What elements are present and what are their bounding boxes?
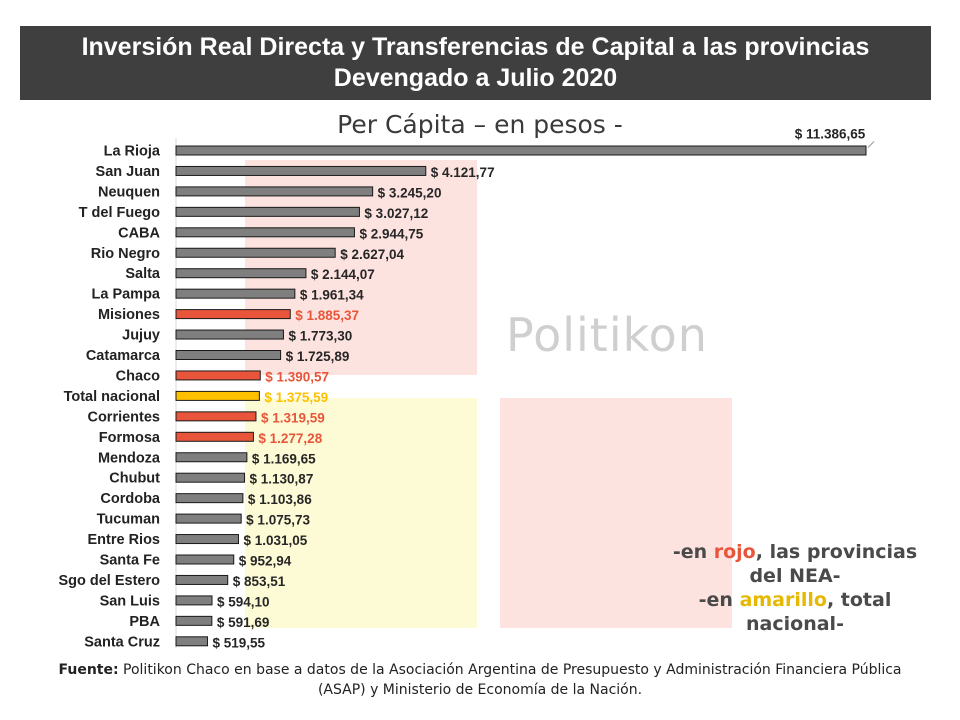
value-label: $ 2.144,07: [311, 267, 375, 282]
watermark-block-yellow: [245, 398, 477, 628]
category-label: CABA: [118, 225, 160, 241]
category-label: Catamarca: [86, 348, 161, 364]
legend-text: , las provincias: [755, 541, 918, 563]
bar: [175, 186, 374, 197]
bar: [175, 350, 282, 360]
leader-line: [867, 141, 875, 148]
value-label: $ 1.319,59: [261, 410, 325, 425]
legend-line-4: nacional-: [746, 613, 844, 635]
bar: [175, 227, 355, 238]
value-label: $ 1.390,57: [265, 369, 329, 384]
value-label: $ 4.121,77: [431, 165, 495, 180]
value-label: $ 853,51: [233, 574, 286, 589]
category-label: Cordoba: [100, 491, 161, 507]
category-label: T del Fuego: [79, 205, 161, 221]
bar: [175, 247, 336, 258]
value-label: $ 519,55: [212, 635, 265, 650]
category-label: Formosa: [99, 430, 161, 446]
source-note: Fuente: Politikon Chaco en base a datos …: [40, 660, 920, 700]
legend-text: -en: [672, 541, 714, 563]
value-label: $ 1.031,05: [243, 533, 307, 548]
value-label: $ 591,69: [217, 615, 270, 630]
category-label: Chubut: [109, 471, 160, 487]
category-label: PBA: [129, 614, 160, 630]
legend-line-1: -en rojo, las provincias: [650, 540, 940, 564]
category-label: Corrientes: [87, 409, 160, 425]
watermark-text: Politikon: [506, 308, 708, 362]
chart-title-banner: Inversión Real Directa y Transferencias …: [20, 26, 931, 100]
category-label: Santa Fe: [100, 553, 160, 569]
bar: [175, 452, 248, 463]
chart-title-line2: Devengado a Julio 2020: [333, 64, 618, 92]
source-label: Fuente:: [58, 662, 119, 678]
category-label: Jujuy: [122, 328, 160, 344]
legend-line-3: -en amarillo, total: [650, 588, 940, 612]
bar: [175, 574, 229, 585]
chart-title-line1: Inversión Real Directa y Transferencias …: [81, 33, 870, 61]
value-label: $ 11.386,65: [795, 127, 866, 142]
value-label: $ 952,94: [239, 554, 292, 569]
value-label: $ 1.169,65: [252, 451, 316, 466]
category-label: Rio Negro: [91, 246, 160, 262]
category-label: San Juan: [96, 164, 160, 180]
category-label: San Luis: [100, 593, 160, 609]
category-label: Total nacional: [64, 389, 160, 405]
bar: [175, 165, 427, 176]
bar: [175, 390, 260, 401]
value-label: $ 2.944,75: [359, 226, 423, 241]
bar: [175, 493, 244, 504]
value-label: $ 3.027,12: [364, 206, 428, 221]
color-legend: -en rojo, las provincias del NEA- -en am…: [650, 540, 940, 636]
bar: [175, 431, 254, 442]
bar: [175, 329, 284, 340]
category-label: Mendoza: [98, 450, 161, 466]
value-label: $ 1.375,59: [264, 390, 328, 405]
value-label: $ 1.961,34: [300, 288, 364, 303]
category-label: Salta: [125, 266, 161, 282]
bar: [175, 145, 867, 156]
bar: [175, 636, 208, 647]
category-label: Misiones: [98, 307, 160, 323]
bar: [175, 615, 213, 626]
category-label: Tucuman: [97, 512, 160, 528]
value-label: $ 2.627,04: [340, 247, 404, 262]
bar: [175, 534, 239, 545]
bar: [175, 370, 261, 381]
bar: [175, 472, 246, 483]
category-label: Chaco: [116, 368, 160, 384]
value-label: $ 1.773,30: [288, 329, 352, 344]
category-label: Santa Cruz: [84, 634, 160, 650]
category-label: La Pampa: [92, 287, 161, 303]
value-label: $ 3.245,20: [378, 185, 442, 200]
bar: [175, 268, 307, 279]
legend-text: -en: [698, 589, 740, 611]
category-label: Entre Rios: [87, 532, 160, 548]
legend-text: , total: [826, 589, 892, 611]
legend-red-word: rojo: [713, 541, 756, 563]
watermark-block-red-bottom: [500, 398, 732, 628]
bar: [175, 206, 360, 217]
source-text: Politikon Chaco en base a datos de la As…: [118, 662, 902, 698]
category-label: Sgo del Estero: [58, 573, 160, 589]
bar: [175, 595, 213, 606]
legend-yellow-word: amarillo: [739, 589, 827, 611]
bar: [175, 554, 235, 565]
legend-line-2: del NEA-: [749, 565, 841, 587]
value-label: $ 1.130,87: [250, 472, 314, 487]
bar: [175, 288, 296, 299]
bar: [175, 309, 291, 320]
value-label: $ 1.725,89: [286, 349, 350, 364]
category-label: Neuquen: [98, 184, 160, 200]
value-label: $ 1.277,28: [258, 431, 322, 446]
category-label: La Rioja: [104, 144, 161, 160]
bar: [175, 411, 257, 422]
value-label: $ 1.103,86: [248, 492, 312, 507]
chart-subtitle: Per Cápita – en pesos -: [337, 110, 623, 139]
bar: [175, 513, 242, 524]
value-label: $ 1.885,37: [295, 308, 359, 323]
value-label: $ 1.075,73: [246, 513, 310, 528]
value-label: $ 594,10: [217, 594, 270, 609]
